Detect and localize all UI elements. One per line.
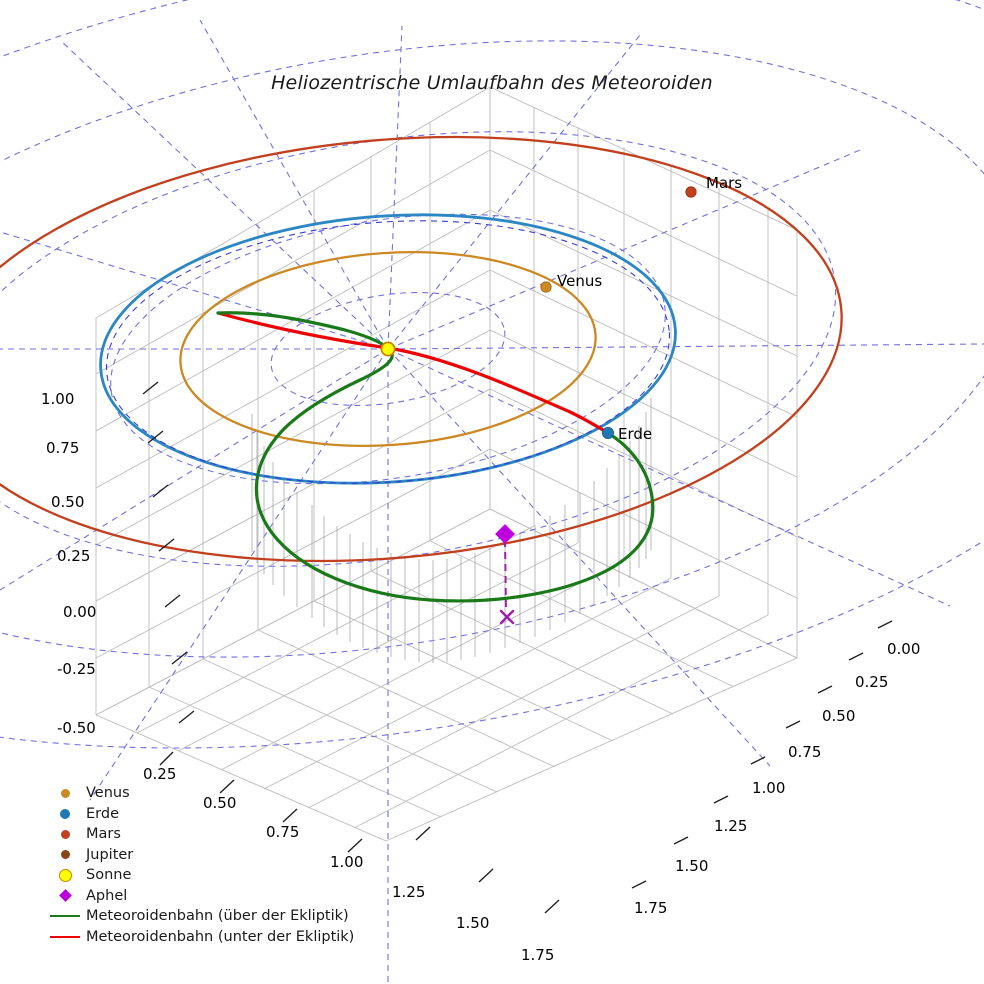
aphel-drop-line xyxy=(504,539,507,613)
x-tick-label: 0.75 xyxy=(266,823,299,841)
y-tick-label: 0.00 xyxy=(887,640,920,658)
legend-item-erde[interactable]: Erde xyxy=(44,804,354,825)
legend-label-venus: Venus xyxy=(86,785,130,802)
aphel-ground-marker xyxy=(499,609,515,625)
legend-item-aphel[interactable]: Aphel xyxy=(44,886,354,907)
meteoroid-orbit-above-ecliptic xyxy=(216,311,655,603)
orbit-venus xyxy=(179,250,597,448)
x-tick-label: 0.50 xyxy=(203,794,236,812)
legend-marker-mars xyxy=(44,829,86,839)
z-tick-label: 0.25 xyxy=(57,547,90,565)
legend-line-orbit-above xyxy=(44,915,86,918)
x-tick-label: 0.25 xyxy=(143,765,176,783)
orbit-erde-projection xyxy=(105,220,671,484)
z-tick-label: -0.50 xyxy=(57,719,96,737)
legend-item-orbit-above[interactable]: Meteoroidenbahn (über der Ekliptik) xyxy=(44,906,354,927)
legend-marker-aphel xyxy=(44,889,86,903)
legend-label-jupiter: Jupiter xyxy=(86,846,134,863)
x-tick-label: 1.75 xyxy=(521,946,554,964)
z-tick-label: -0.25 xyxy=(57,660,96,678)
label-mars: Mars xyxy=(706,174,742,192)
y-axis-tick-labels: 0.00 0.25 0.50 0.75 1.00 1.25 1.50 1.75 xyxy=(634,640,920,917)
legend-line-orbit-below xyxy=(44,935,86,938)
marker-mars[interactable] xyxy=(685,186,697,198)
legend-label-orbit-below: Meteoroidenbahn (unter der Ekliptik) xyxy=(86,928,355,945)
z-axis-tick-labels: 1.00 0.75 0.50 0.25 0.00 -0.25 -0.50 xyxy=(41,390,96,737)
legend-marker-jupiter xyxy=(44,850,86,860)
x-tick-label: 1.25 xyxy=(392,883,425,901)
label-venus: Venus xyxy=(557,272,602,290)
x-axis-tick-labels: 0.25 0.50 0.75 1.00 1.25 1.50 1.75 xyxy=(143,765,554,964)
x-tick-label: 1.00 xyxy=(330,853,363,871)
y-tick-label: 0.50 xyxy=(822,707,855,725)
z-tick-label: 0.00 xyxy=(63,603,96,621)
z-tick-label: 0.50 xyxy=(51,493,84,511)
axes-pane-grid xyxy=(95,86,798,842)
legend-item-venus[interactable]: Venus xyxy=(44,783,354,804)
marker-venus[interactable] xyxy=(540,281,552,293)
y-tick-label: 1.50 xyxy=(675,857,708,875)
label-erde: Erde xyxy=(618,425,652,443)
legend-label-orbit-above: Meteoroidenbahn (über der Ekliptik) xyxy=(86,908,349,925)
legend-item-jupiter[interactable]: Jupiter xyxy=(44,845,354,866)
marker-erde[interactable] xyxy=(602,426,615,439)
meteoroid-orbit-below-ecliptic xyxy=(216,311,610,435)
legend-item-sonne[interactable]: Sonne xyxy=(44,865,354,886)
page-title: Heliozentrische Umlaufbahn des Meteoroid… xyxy=(271,72,713,94)
legend-marker-erde xyxy=(44,808,86,819)
legend-item-mars[interactable]: Mars xyxy=(44,824,354,845)
legend: Venus Erde Mars Jupiter Sonne xyxy=(44,783,354,947)
y-tick-label: 0.25 xyxy=(855,673,888,691)
legend-label-erde: Erde xyxy=(86,805,119,822)
axis-tick-marks xyxy=(142,381,893,914)
z-tick-label: 1.00 xyxy=(41,390,74,408)
legend-label-mars: Mars xyxy=(86,826,121,843)
legend-label-sonne: Sonne xyxy=(86,867,132,884)
marker-sonne[interactable] xyxy=(380,341,396,357)
legend-marker-sonne xyxy=(44,868,86,882)
y-tick-label: 1.75 xyxy=(634,899,667,917)
legend-marker-venus xyxy=(44,788,86,798)
z-tick-label: 0.75 xyxy=(46,439,79,457)
legend-label-aphel: Aphel xyxy=(86,887,128,904)
y-tick-label: 1.00 xyxy=(752,779,785,797)
orbit-mars xyxy=(0,135,843,563)
x-tick-label: 1.50 xyxy=(456,914,489,932)
legend-item-orbit-below[interactable]: Meteoroidenbahn (unter der Ekliptik) xyxy=(44,927,354,948)
marker-aphel[interactable] xyxy=(495,524,515,544)
y-tick-label: 0.75 xyxy=(788,743,821,761)
y-tick-label: 1.25 xyxy=(714,817,747,835)
